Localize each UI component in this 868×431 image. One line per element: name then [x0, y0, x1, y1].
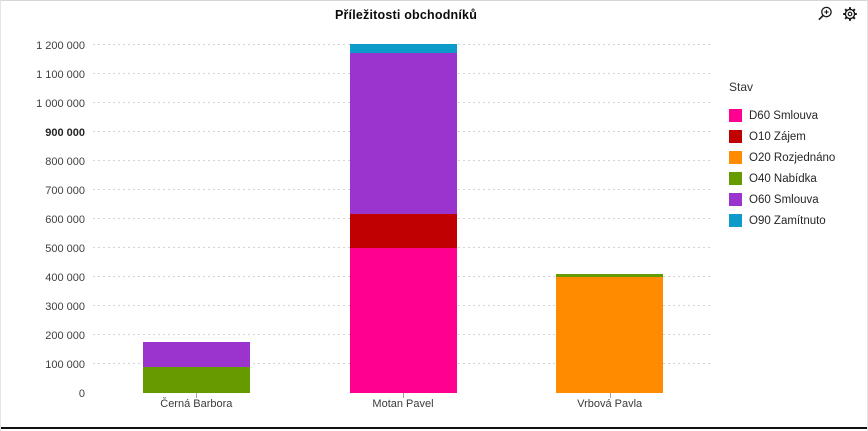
legend-swatch	[729, 172, 742, 185]
y-tick-label: 0	[78, 387, 85, 400]
legend-item: O20 Rozjednáno	[729, 147, 864, 168]
legend: Stav D60 Smlouva O10 Zájem O20 Rozjednáno O…	[729, 80, 864, 231]
legend-item: O60 Smlouva	[729, 189, 864, 210]
bar-segment-o60-smlouva[interactable]	[142, 342, 250, 368]
x-category-label: Vrbová Pavla	[577, 398, 643, 410]
bar-segment-o40-nabídka[interactable]	[556, 274, 664, 277]
bar-segment-o20-rozjednáno[interactable]	[556, 276, 664, 393]
legend-item: D60 Smlouva	[729, 105, 864, 126]
x-axis-labels: Černá Barbora Motan Pavel Vrbová Pavla	[93, 398, 713, 414]
legend-label: O10 Zájem	[749, 130, 806, 143]
legend-swatch	[729, 214, 742, 227]
gear-icon[interactable]	[841, 5, 859, 23]
legend-label: D60 Smlouva	[749, 109, 819, 122]
legend-swatch	[729, 130, 742, 143]
bar-segment-d60-smlouva[interactable]	[349, 248, 457, 393]
legend-label: O40 Nabídka	[749, 172, 817, 185]
legend-item: O90 Zamítnuto	[729, 210, 864, 231]
legend-label: O60 Smlouva	[749, 193, 819, 206]
bar-segment-o60-smlouva[interactable]	[349, 52, 457, 215]
panel-bottom-border	[1, 427, 867, 429]
legend-label: O20 Rozjednáno	[749, 151, 836, 164]
y-tick-label: 200 000	[45, 329, 85, 342]
chart-toolbar	[816, 5, 859, 23]
y-tick-label: 600 000	[45, 213, 85, 226]
y-tick-label: 900 000	[45, 126, 85, 139]
x-axis-tick	[196, 393, 198, 398]
y-tick-label: 1 000 000	[36, 97, 85, 110]
y-tick-label: 500 000	[45, 242, 85, 255]
x-axis-tick	[609, 393, 611, 398]
bar-segment-o10-zájem[interactable]	[349, 214, 457, 249]
legend-item: O40 Nabídka	[729, 168, 864, 189]
y-tick-label: 800 000	[45, 155, 85, 168]
legend-items: D60 Smlouva O10 Zájem O20 Rozjednáno O40 Na…	[729, 105, 864, 231]
legend-swatch	[729, 193, 742, 206]
y-tick-label: 1 100 000	[36, 68, 85, 81]
x-axis-tick	[403, 393, 404, 398]
plot-area	[93, 43, 713, 398]
legend-swatch	[729, 151, 742, 164]
y-tick-label: 300 000	[45, 300, 85, 313]
bar-segment-o90-zamítnuto[interactable]	[349, 43, 457, 53]
y-tick-label: 100 000	[45, 358, 85, 371]
chart-title: Příležitosti obchodníků	[334, 8, 478, 22]
legend-item: O10 Zájem	[729, 126, 864, 147]
x-category-label: Motan Pavel	[372, 398, 434, 410]
y-axis-labels: 0 100 000 200 000 300 000 400 000 500 000 600 …	[1, 40, 85, 400]
bar-segment-o40-nabídka[interactable]	[142, 367, 250, 393]
y-tick-label: 1 200 000	[36, 39, 85, 52]
y-tick-label: 400 000	[45, 271, 85, 284]
legend-title: Stav	[729, 80, 754, 94]
y-tick-label: 700 000	[45, 184, 85, 197]
x-category-label: Černá Barbora	[160, 398, 233, 410]
magnifier-plus-icon[interactable]	[816, 5, 834, 23]
legend-swatch	[729, 109, 742, 122]
legend-label: O90 Zamítnuto	[749, 214, 826, 227]
